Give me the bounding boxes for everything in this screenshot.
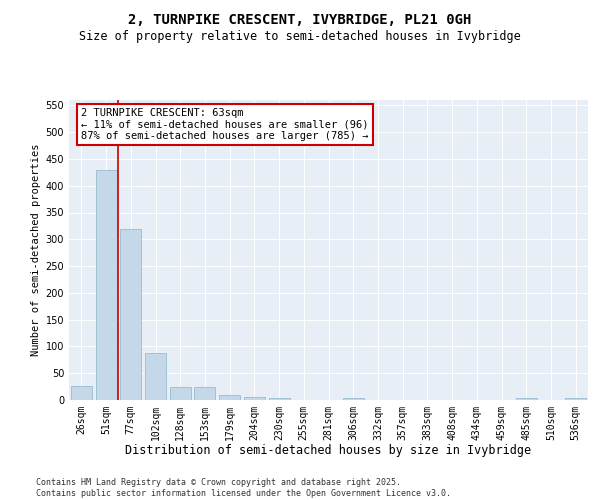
X-axis label: Distribution of semi-detached houses by size in Ivybridge: Distribution of semi-detached houses by … xyxy=(125,444,532,458)
Y-axis label: Number of semi-detached properties: Number of semi-detached properties xyxy=(31,144,41,356)
Bar xyxy=(145,354,166,400)
Text: Contains HM Land Registry data © Crown copyright and database right 2025.
Contai: Contains HM Land Registry data © Crown c… xyxy=(36,478,451,498)
Bar xyxy=(194,386,215,400)
Bar xyxy=(71,386,92,400)
Bar xyxy=(343,398,364,400)
Bar xyxy=(565,398,586,400)
Text: 2 TURNPIKE CRESCENT: 63sqm
← 11% of semi-detached houses are smaller (96)
87% of: 2 TURNPIKE CRESCENT: 63sqm ← 11% of semi… xyxy=(82,108,369,141)
Bar xyxy=(120,228,141,400)
Bar xyxy=(244,398,265,400)
Text: Size of property relative to semi-detached houses in Ivybridge: Size of property relative to semi-detach… xyxy=(79,30,521,43)
Text: 2, TURNPIKE CRESCENT, IVYBRIDGE, PL21 0GH: 2, TURNPIKE CRESCENT, IVYBRIDGE, PL21 0G… xyxy=(128,12,472,26)
Bar xyxy=(95,170,116,400)
Bar xyxy=(516,398,537,400)
Bar xyxy=(269,398,290,400)
Bar xyxy=(219,394,240,400)
Bar xyxy=(170,386,191,400)
